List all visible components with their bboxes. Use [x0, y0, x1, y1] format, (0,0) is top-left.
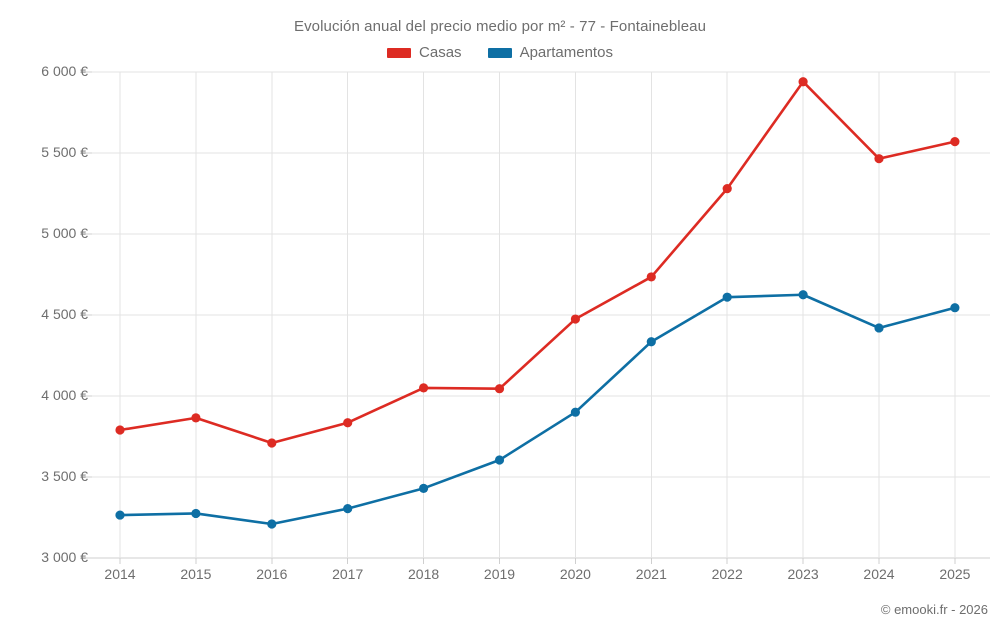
legend-label-apartamentos: Apartamentos [519, 44, 613, 61]
y-axis-label: 3 000 € [41, 549, 88, 565]
data-point[interactable] [191, 413, 201, 423]
data-point[interactable] [874, 154, 884, 164]
y-axis-label: 3 500 € [41, 468, 88, 484]
x-axis-label: 2018 [408, 566, 440, 582]
data-point[interactable] [646, 337, 656, 347]
x-axis-label: 2025 [939, 566, 971, 582]
x-axis-label: 2021 [635, 566, 667, 582]
data-point[interactable] [722, 184, 732, 194]
data-point[interactable] [267, 438, 277, 448]
data-point[interactable] [115, 510, 125, 520]
y-axis-label: 5 500 € [41, 144, 88, 160]
x-axis-label: 2017 [332, 566, 364, 582]
x-axis-label: 2020 [559, 566, 591, 582]
series-line-casas [118, 80, 957, 445]
x-axis-label: 2022 [711, 566, 743, 582]
x-axis-label: 2015 [180, 566, 212, 582]
data-point[interactable] [950, 137, 960, 147]
chart-legend: Casas Apartamentos [0, 44, 1000, 61]
series-line-apartamentos [118, 293, 957, 526]
x-axis-label: 2019 [483, 566, 516, 582]
data-point[interactable] [115, 425, 125, 435]
legend-swatch-casas [387, 47, 412, 58]
y-axis-label: 6 000 € [41, 63, 88, 79]
legend-item-apartamentos[interactable]: Apartamentos [487, 44, 613, 61]
data-point[interactable] [419, 483, 429, 493]
x-axis-label: 2023 [787, 566, 819, 582]
data-point[interactable] [343, 418, 353, 428]
legend-label-casas: Casas [419, 44, 462, 61]
data-point[interactable] [343, 503, 353, 514]
y-axis-label: 4 500 € [41, 306, 88, 322]
legend-item-casas[interactable]: Casas [387, 44, 462, 61]
data-point[interactable] [191, 508, 201, 519]
y-axis-label: 4 000 € [41, 387, 88, 403]
data-point[interactable] [494, 455, 505, 465]
data-point[interactable] [798, 290, 808, 300]
x-axis-label: 2014 [104, 566, 136, 582]
legend-swatch-apartamentos [487, 47, 512, 58]
y-axis-label: 5 000 € [41, 225, 88, 241]
x-axis-label: 2016 [256, 566, 288, 582]
y-axis-tick-labels: 3 000 € 3 500 € 4 000 € 4 500 € 5 000 € 5 500… [0, 0, 88, 625]
data-point[interactable] [646, 272, 656, 282]
footer-credit: © emooki.fr - 2026 [880, 602, 988, 617]
data-point[interactable] [874, 323, 884, 333]
data-point[interactable] [950, 303, 960, 313]
data-point[interactable] [798, 77, 808, 87]
chart-title: Evolución anual del precio medio por m² … [293, 18, 707, 35]
data-point[interactable] [494, 384, 505, 394]
data-point[interactable] [722, 292, 732, 302]
x-axis-label: 2024 [863, 566, 895, 582]
data-point[interactable] [419, 383, 429, 393]
data-point[interactable] [570, 407, 581, 417]
data-point[interactable] [570, 314, 581, 324]
data-point[interactable] [267, 519, 277, 529]
